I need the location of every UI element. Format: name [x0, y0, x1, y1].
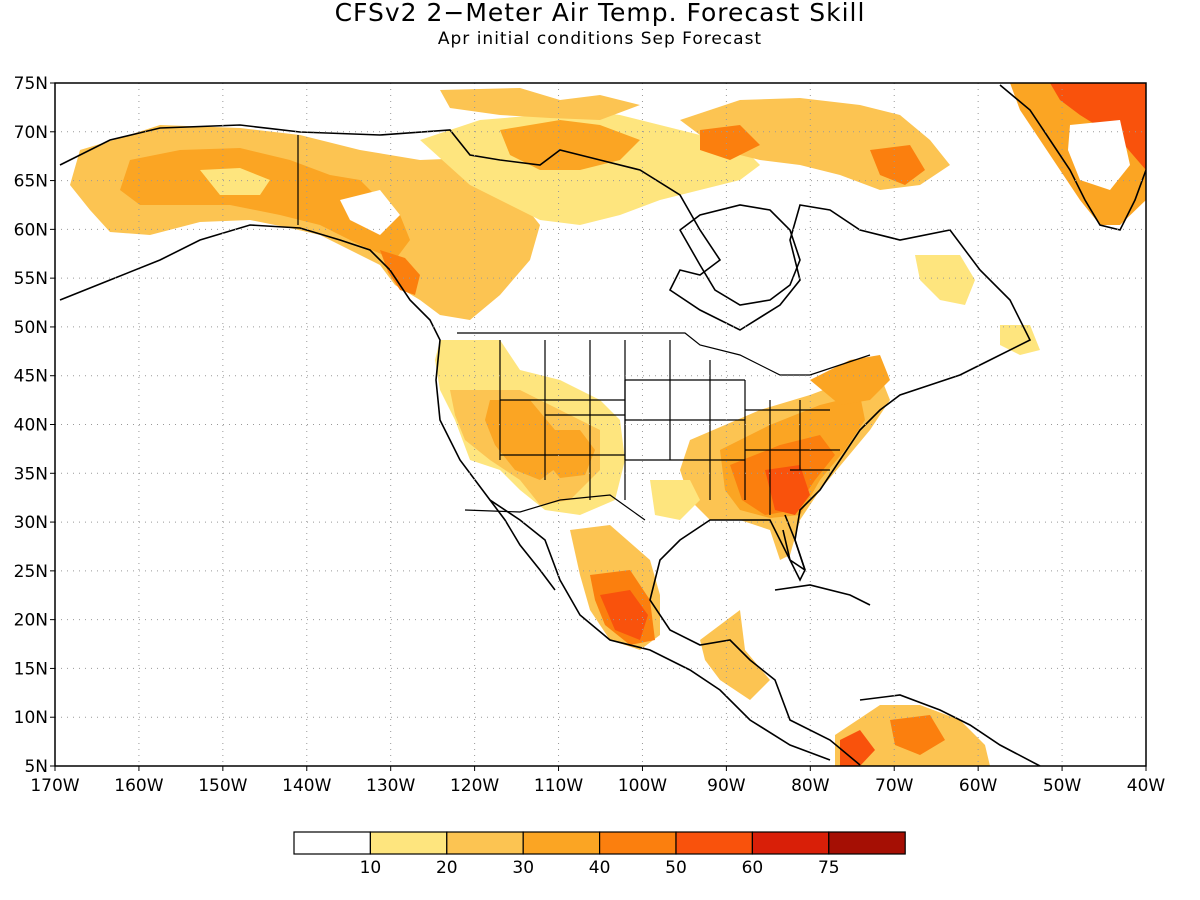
- skill-region-greenland-white: [1068, 120, 1130, 190]
- color-bar-label: 20: [436, 858, 458, 878]
- color-bar-label: 10: [360, 858, 382, 878]
- lat-label: 15N: [14, 659, 48, 679]
- lon-label: 40W: [1127, 776, 1166, 796]
- skill-region-alaska-inner: [120, 148, 410, 260]
- skill-region-greenland-n: [1050, 83, 1146, 170]
- lat-label: 55N: [14, 269, 48, 289]
- lat-label: 5N: [24, 757, 48, 777]
- coastline-baja: [489, 499, 556, 591]
- skill-shading: [70, 83, 1146, 766]
- lat-label: 70N: [14, 123, 48, 143]
- lon-label: 140W: [282, 776, 331, 796]
- lat-label: 75N: [14, 74, 48, 94]
- lat-label: 45N: [14, 367, 48, 387]
- lon-label: 90W: [707, 776, 746, 796]
- lat-label: 50N: [14, 318, 48, 338]
- coastline-north-america: [59, 124, 1032, 766]
- skill-region-nwt-mid: [500, 120, 640, 170]
- color-bar-swatch: [293, 831, 372, 855]
- color-bar-label: 50: [665, 858, 687, 878]
- skill-region-west-us-core: [485, 400, 560, 480]
- boundary-us-canada: [457, 332, 871, 376]
- lat-label: 65N: [14, 172, 48, 192]
- coastline-cuba: [774, 584, 871, 606]
- color-bar-swatch: [598, 831, 677, 855]
- skill-region-mexico-red: [600, 590, 648, 640]
- lat-label: 60N: [14, 220, 48, 240]
- lon-label: 130W: [366, 776, 415, 796]
- skill-region-s-america-core: [840, 730, 875, 766]
- coastline-pacific: [59, 224, 831, 761]
- color-bar-label: 75: [818, 858, 840, 878]
- color-bar-label: 30: [512, 858, 534, 878]
- lat-label: 30N: [14, 513, 48, 533]
- lat-label: 40N: [14, 416, 48, 436]
- map-title: CFSv2 2−Meter Air Temp. Forecast Skill: [334, 0, 866, 27]
- color-bar-swatch: [369, 831, 448, 855]
- lon-label: 120W: [450, 776, 499, 796]
- skill-region-arctic-islands: [440, 88, 640, 120]
- skill-region-georgia: [765, 465, 810, 515]
- color-bar: 10 20 30 40 50 60 75: [293, 831, 906, 878]
- lat-label: 10N: [14, 708, 48, 728]
- boundaries: [297, 135, 871, 521]
- skill-region-labrador: [915, 255, 975, 305]
- skill-region-texas-gulf: [650, 480, 700, 520]
- skill-region-central-am: [700, 610, 770, 700]
- lon-label: 60W: [959, 776, 998, 796]
- color-bar-swatch: [522, 831, 601, 855]
- skill-region-alaska-light: [200, 168, 270, 195]
- lon-label: 110W: [534, 776, 583, 796]
- lon-label: 50W: [1043, 776, 1082, 796]
- state-lines-east: [745, 400, 840, 515]
- skill-region-venezuela: [890, 715, 945, 755]
- skill-region-four-corners: [540, 430, 595, 478]
- skill-region-ne-us: [810, 355, 890, 405]
- lat-label: 25N: [14, 562, 48, 582]
- color-bar-label: 60: [742, 858, 764, 878]
- lat-label: 20N: [14, 611, 48, 631]
- color-bar-label: 40: [589, 858, 611, 878]
- map-subtitle: Apr initial conditions Sep Forecast: [437, 29, 763, 49]
- color-bar-swatch: [828, 831, 906, 855]
- coastlines: [59, 84, 1146, 766]
- coastline-hudson-bay: [678, 204, 801, 306]
- boundary-us-mexico: [464, 494, 646, 521]
- longitude-labels: 170W 160W 150W 140W 130W 120W 110W 100W 90W 80W 70…: [30, 766, 1165, 796]
- lon-label: 70W: [875, 776, 914, 796]
- skill-region-yukon-white: [340, 190, 400, 235]
- coastline-greenland: [999, 84, 1146, 231]
- skill-region-baffin-east: [870, 145, 925, 185]
- lon-label: 150W: [198, 776, 247, 796]
- lon-label: 160W: [114, 776, 163, 796]
- lon-label: 170W: [30, 776, 79, 796]
- skill-region-baffin-inner: [700, 125, 760, 160]
- color-bar-swatch: [751, 831, 830, 855]
- lon-label: 100W: [618, 776, 667, 796]
- lon-label: 80W: [791, 776, 830, 796]
- latitude-labels: 75N 70N 65N 60N 55N 50N 45N 40N 35N 30N 25N 20N 15N 1…: [14, 74, 55, 777]
- state-lines-central: [624, 340, 746, 500]
- color-bar-swatch: [675, 831, 754, 855]
- coastline-florida: [782, 514, 806, 582]
- color-bar-swatch: [446, 831, 524, 855]
- lat-label: 35N: [14, 464, 48, 484]
- skill-region-bc-coast: [380, 250, 420, 295]
- skill-region-labrador-2: [1000, 325, 1040, 355]
